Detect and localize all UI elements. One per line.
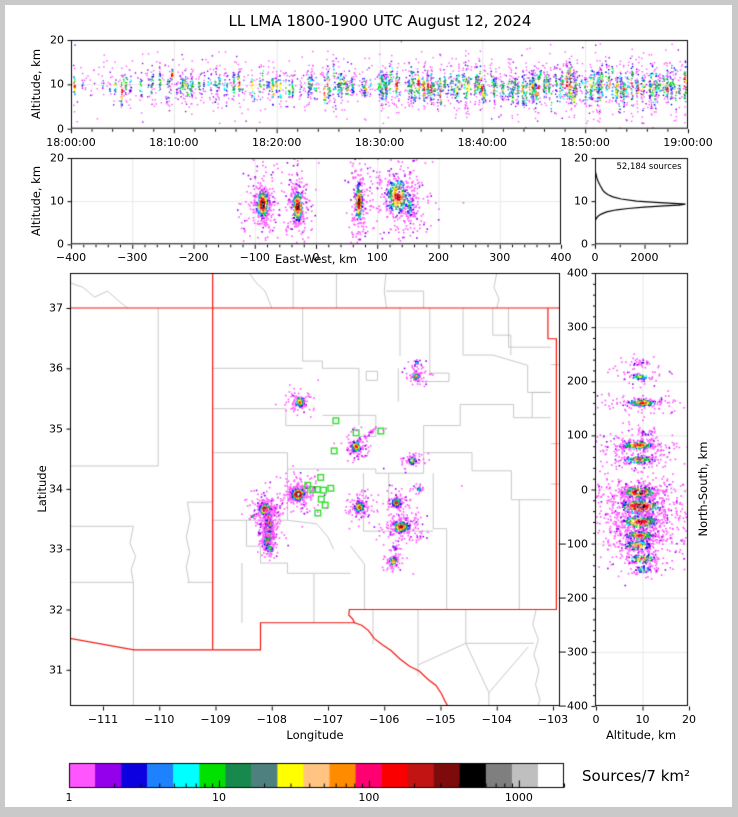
- tick-label: 0: [57, 237, 64, 251]
- time-panel-ylabel: Altitude, km: [29, 48, 43, 120]
- ns-panel-ylabel: North-South, km: [696, 441, 710, 537]
- tick-label: 0: [581, 483, 588, 496]
- tick-label: 10: [211, 791, 226, 804]
- tick-label: −103: [537, 713, 569, 726]
- ns-panel-xlabel: Altitude, km: [605, 728, 677, 742]
- tick-label: −104: [481, 713, 512, 726]
- ew-panel-ylabel: Altitude, km: [29, 165, 43, 237]
- tick-label: 36: [49, 361, 63, 375]
- tick-label: 10: [50, 77, 64, 91]
- tick-label: 400: [567, 266, 588, 280]
- tick-label: 18:30:00: [354, 135, 405, 149]
- tick-label: 10: [50, 194, 64, 208]
- tick-label: 18:20:00: [251, 135, 302, 149]
- east-west-height-panel: [55, 142, 577, 261]
- tick-label: 20: [574, 151, 588, 165]
- tick-label: −106: [369, 713, 400, 726]
- tick-label: 10: [574, 194, 588, 208]
- plan-view-map-panel: [54, 257, 576, 722]
- tick-label: −108: [256, 713, 287, 726]
- tick-label: 200: [428, 251, 449, 265]
- tick-label: 19:00:00: [663, 135, 713, 149]
- tick-label: 34: [49, 482, 63, 496]
- tick-label: 1: [65, 791, 73, 804]
- tick-label: −400: [55, 251, 87, 265]
- tick-label: 100: [358, 791, 380, 804]
- tick-label: 0: [591, 251, 599, 265]
- tick-label: 20: [50, 151, 64, 165]
- tick-label: −200: [557, 591, 588, 605]
- tick-label: −110: [144, 713, 175, 726]
- tick-label: 20: [50, 33, 64, 47]
- tick-label: 35: [49, 422, 63, 436]
- ew-panel-xlabel: East-West, km: [275, 252, 357, 266]
- colorbar-label: Sources/7 km²: [582, 767, 691, 785]
- tick-label: 10: [635, 713, 650, 726]
- tick-label: −105: [425, 713, 456, 726]
- tick-label: −109: [200, 713, 231, 726]
- tick-label: 18:10:00: [149, 135, 199, 149]
- tick-label: 200: [567, 374, 588, 388]
- tick-label: 0: [592, 713, 600, 726]
- time-height-panel: [55, 24, 704, 145]
- tick-label: −200: [178, 251, 209, 265]
- altitude-histogram-panel: [579, 142, 704, 261]
- map-xlabel: Longitude: [286, 728, 344, 742]
- tick-label: −300: [557, 645, 588, 659]
- tick-label: 2000: [630, 251, 659, 265]
- tick-label: 1000: [504, 791, 533, 804]
- tick-label: 18:40:00: [457, 135, 508, 149]
- tick-label: −107: [312, 713, 344, 726]
- tick-label: 300: [567, 320, 588, 334]
- tick-label: 31: [49, 663, 63, 677]
- tick-label: −400: [557, 699, 588, 713]
- north-south-height-panel: [579, 257, 704, 722]
- colorbar: [53, 747, 580, 804]
- tick-label: 100: [366, 251, 388, 265]
- tick-label: 400: [550, 251, 572, 265]
- tick-label: 0: [581, 237, 588, 251]
- tick-label: 18:50:00: [560, 135, 610, 149]
- tick-label: 18:00:00: [46, 135, 96, 149]
- tick-label: −100: [557, 537, 588, 551]
- tick-label: 32: [49, 603, 63, 616]
- tick-label: 0: [312, 251, 320, 265]
- tick-label: 100: [567, 428, 588, 442]
- total-sources-annotation: 52,184 sources: [616, 162, 682, 172]
- tick-label: 0: [57, 122, 64, 136]
- tick-label: 37: [49, 301, 63, 315]
- tick-label: −300: [117, 251, 148, 265]
- tick-label: 20: [682, 713, 696, 726]
- tick-label: 33: [49, 542, 63, 556]
- tick-label: −100: [239, 251, 270, 265]
- tick-label: −111: [87, 713, 119, 726]
- tick-label: 300: [489, 251, 511, 265]
- map-ylabel: Latitude: [35, 465, 49, 513]
